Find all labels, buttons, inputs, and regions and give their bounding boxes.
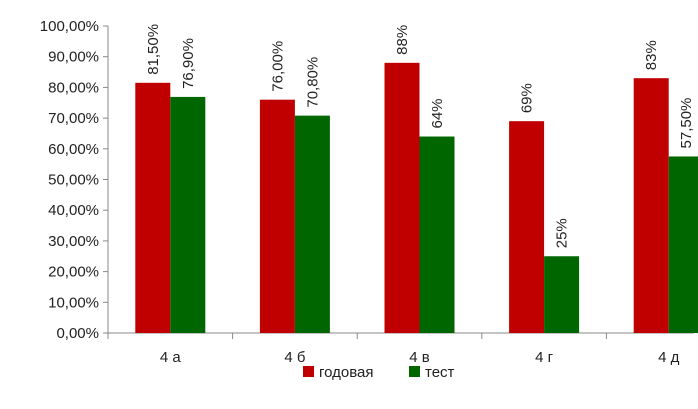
x-tick-label: 4 б	[284, 349, 305, 366]
x-tick-label: 4 а	[160, 349, 182, 366]
legend-label-godovaya: годовая	[319, 364, 374, 381]
x-tick-label: 4 в	[409, 349, 430, 366]
y-tick-label: 90,00%	[48, 49, 99, 66]
data-labels: 81,50% 76,00% 88% 69% 83% 76,90% 70,80% 64% 25% 5…	[145, 24, 695, 248]
data-label: 76,90%	[180, 38, 197, 89]
bar-test	[170, 96, 206, 334]
y-axis: 0,00% 10,00% 20,00% 30,00% 40,00% 50,00% 60,00…	[40, 18, 109, 342]
bar-godovaya	[509, 121, 545, 333]
x-tick-label: 4 д	[658, 349, 680, 366]
legend-label-test: тест	[425, 364, 455, 381]
data-label: 76,00%	[269, 41, 286, 92]
bars	[135, 62, 698, 334]
y-tick-label: 50,00%	[48, 172, 99, 189]
y-tick-label: 60,00%	[48, 141, 99, 158]
data-label: 57,50%	[678, 98, 695, 149]
data-label: 69%	[519, 83, 536, 113]
y-tick-label: 80,00%	[48, 79, 99, 96]
data-label: 81,50%	[145, 24, 162, 75]
y-tick-label: 30,00%	[48, 233, 99, 250]
y-tick-label: 10,00%	[48, 294, 99, 311]
x-axis: 4 а 4 б 4 в 4 г 4 д	[107, 332, 694, 366]
legend-swatch-test	[409, 366, 420, 377]
data-label: 70,80%	[304, 57, 321, 108]
data-label: 64%	[429, 98, 446, 128]
bar-test	[544, 256, 580, 333]
bar-godovaya	[633, 78, 669, 333]
bar-godovaya	[135, 82, 171, 333]
y-tick-label: 100,00%	[40, 18, 99, 35]
y-tick-label: 0,00%	[56, 325, 99, 342]
y-tick-label: 70,00%	[48, 110, 99, 127]
x-tick-label: 4 г	[535, 349, 554, 366]
legend-swatch-godovaya	[303, 366, 314, 377]
y-tick-label: 20,00%	[48, 264, 99, 281]
bar-test	[419, 136, 455, 333]
bar-godovaya	[259, 99, 295, 334]
bar-test	[668, 156, 698, 333]
data-label: 88%	[394, 25, 411, 55]
data-label: 25%	[554, 218, 571, 248]
legend: годовая тест	[303, 364, 455, 381]
data-label: 83%	[643, 40, 660, 70]
bar-godovaya	[384, 62, 420, 334]
bar-test	[294, 115, 330, 333]
y-tick-label: 40,00%	[48, 202, 99, 219]
